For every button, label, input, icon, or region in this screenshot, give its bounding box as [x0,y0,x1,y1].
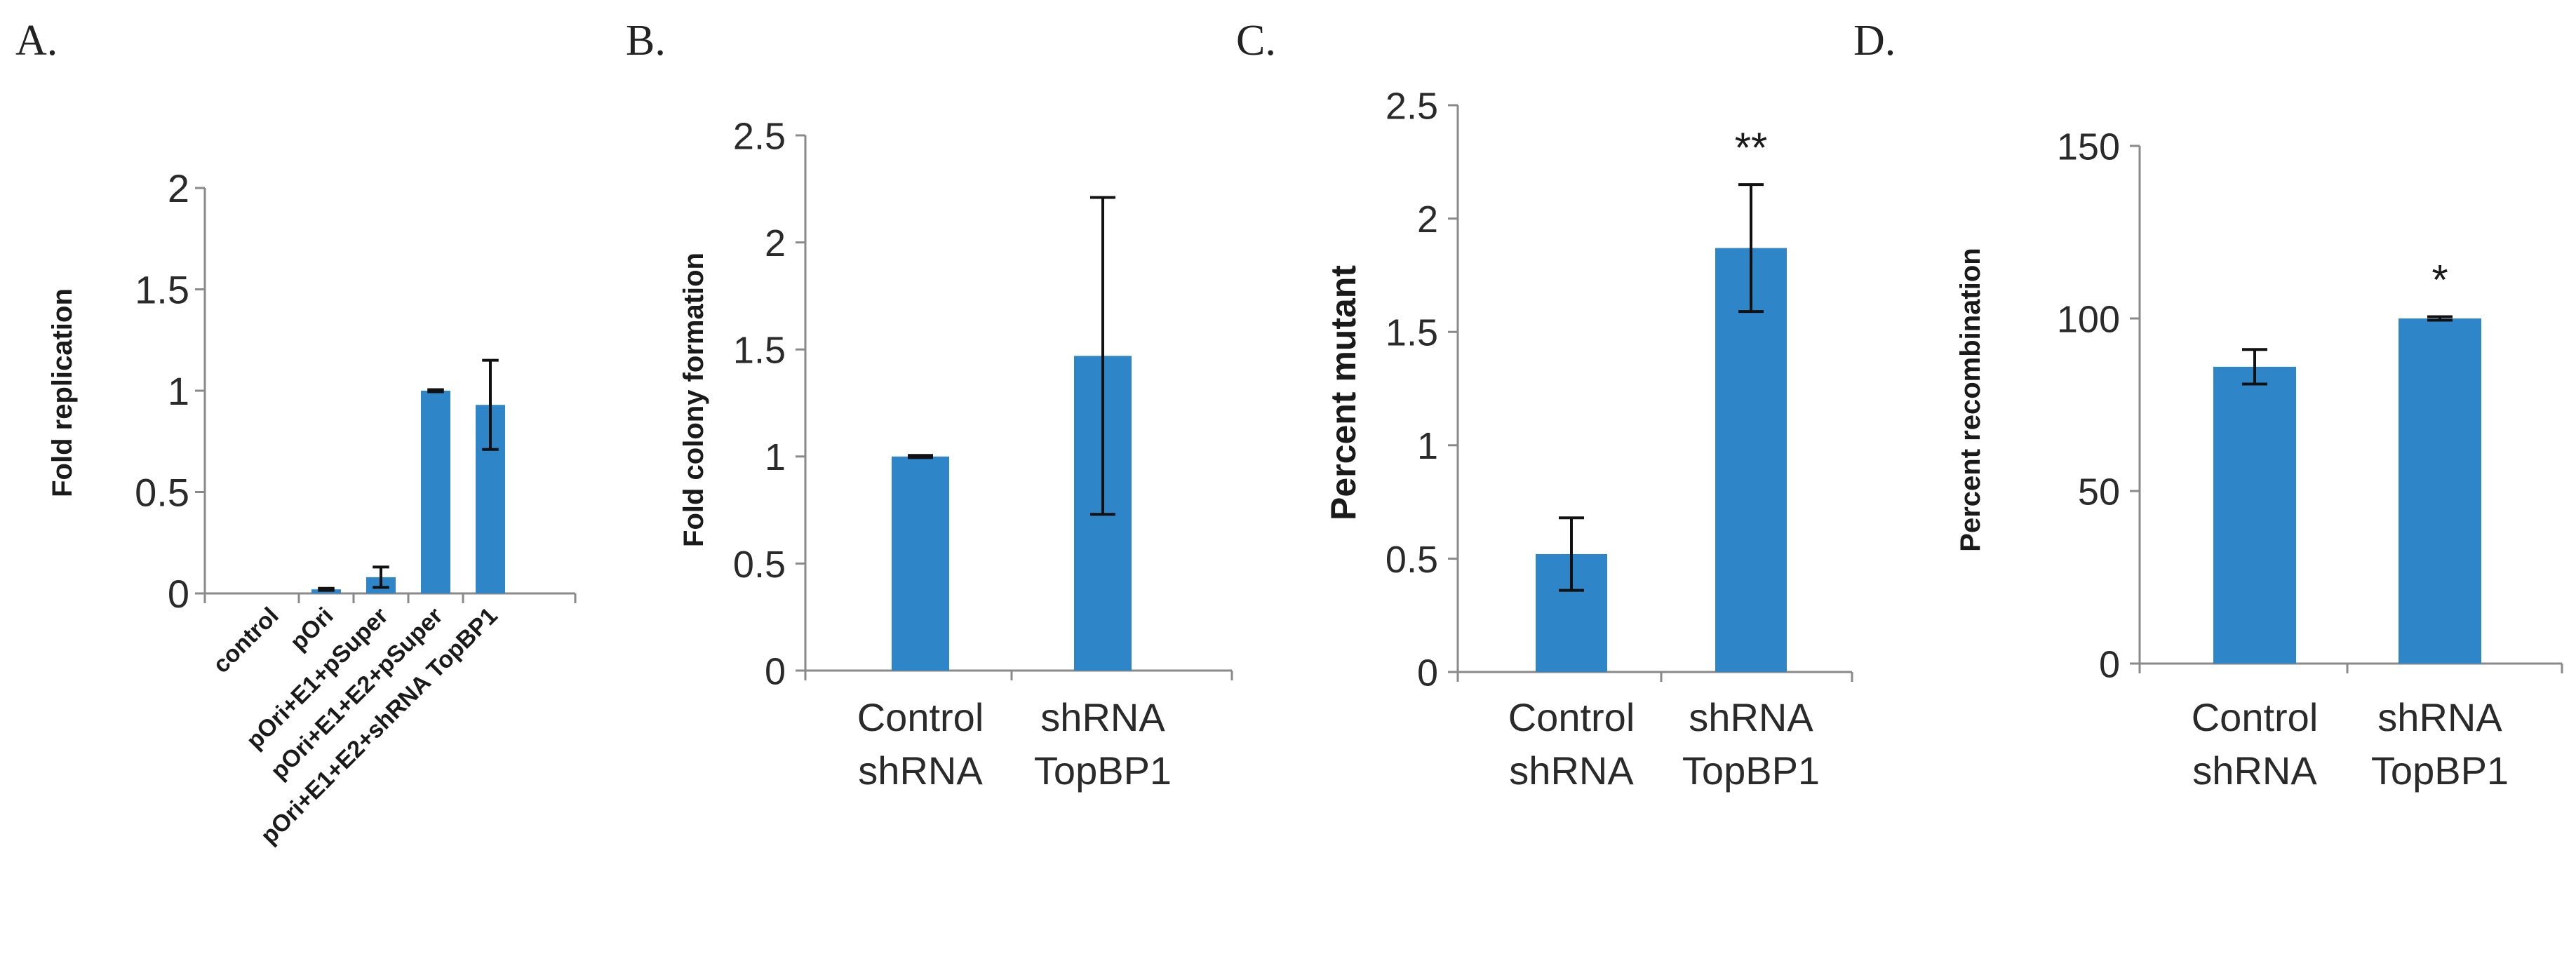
bar [421,391,450,593]
y-tick-label: 1 [765,436,786,478]
panel-c-letter: C. [1236,17,1276,65]
panel-c-plot: 0 0.5 1 1.5 2 2.5 ** Control shRNA shRNA TopBP1 [1386,85,1853,793]
x-category-label: shRNA [1040,695,1165,739]
bar [2399,318,2481,664]
y-tick-label: 0 [1417,652,1438,694]
y-tick-label: 2 [1417,199,1438,241]
x-category-label: shRNA [2377,695,2502,739]
x-category-label: control [208,603,283,678]
y-tick-label: 1 [1417,425,1438,467]
panel-b-y-axis-label: Fold colony formation [678,253,709,547]
y-tick-label: 2 [168,166,189,210]
bar [1715,248,1787,673]
y-tick-label: 0 [2099,643,2120,685]
y-tick-label: 50 [2078,471,2120,513]
panel-a-y-axis-label: Fold replication [47,288,78,497]
x-category-label: Control [857,695,984,739]
x-category-label: TopBP1 [2371,748,2509,793]
panel-b-plot: 0 0.5 1 1.5 2 2.5 Control shRNA shRNA TopBP1 [733,115,1233,793]
y-tick-label: 2.5 [733,115,786,157]
y-tick-label: 0 [765,650,786,692]
panel-c: C. Percent mutant 0 0.5 1 1.5 2 2.5 ** Control s… [1236,17,1853,793]
panel-c-y-axis-label: Percent mutant [1324,265,1363,520]
y-tick-label: 1.5 [135,268,189,312]
x-category-label: Control [1508,695,1635,739]
x-category-label: TopBP1 [1034,748,1172,793]
y-tick-label: 1.5 [733,330,786,372]
y-tick-label: 1 [168,369,189,413]
panel-d-y-axis-label: Percent recombination [1955,248,1986,551]
x-category-label: shRNA [1689,695,1813,739]
y-tick-label: 0.5 [135,471,189,515]
y-tick-label: 1.5 [1386,312,1438,354]
panel-b-letter: B. [626,17,666,65]
x-category-label: shRNA [2192,748,2317,793]
y-tick-label: 2 [765,222,786,264]
y-tick-label: 0.5 [1386,539,1438,581]
bar [892,456,949,671]
x-category-label: TopBP1 [1682,748,1820,793]
x-category-label: shRNA [1509,748,1634,793]
panel-d: D. Percent recombination 0 50 100 150 * Contr… [1853,17,2563,793]
significance-marker: * [2431,257,2448,304]
y-tick-label: 100 [2057,298,2120,340]
y-tick-label: 0 [168,572,189,616]
panel-a-letter: A. [15,17,58,65]
x-category-label: Control [2192,695,2319,739]
bar [2213,366,2296,664]
y-tick-label: 2.5 [1386,85,1438,127]
panel-b: B. Fold colony formation 0 0.5 1 1.5 2 2.5 Con… [626,17,1233,793]
significance-marker: ** [1735,124,1768,171]
panel-d-plot: 0 50 100 150 * Control shRNA shRNA TopBP1 [2057,126,2563,793]
y-tick-label: 150 [2057,126,2120,168]
x-category-label: shRNA [858,748,983,793]
panel-d-letter: D. [1853,17,1896,65]
y-tick-label: 0.5 [733,544,786,586]
